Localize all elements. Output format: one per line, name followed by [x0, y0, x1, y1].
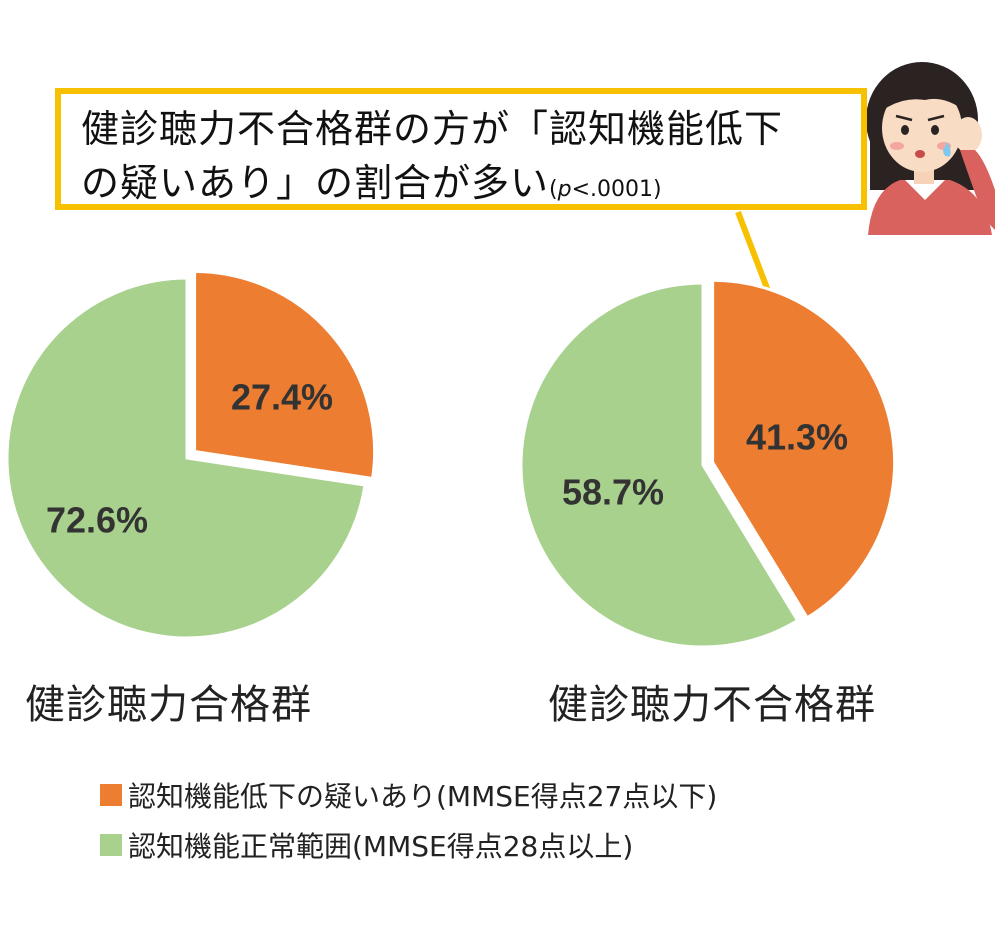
- legend-label-normal: 認知機能正常範囲(MMSE得点28点以上): [128, 830, 634, 863]
- callout-p-value: (p<.0001): [549, 177, 662, 202]
- p-value-symbol: p: [557, 177, 572, 202]
- legend-label-decline: 認知機能低下の疑いあり(MMSE得点27点以下): [128, 780, 718, 813]
- group-label-pass: 健診聴力合格群: [25, 682, 312, 728]
- legend-item-decline: 認知機能低下の疑いあり(MMSE得点27点以下): [100, 770, 717, 820]
- callout-pointer-line: [735, 210, 773, 298]
- person-cupping-ear-icon: [866, 62, 995, 235]
- p-value-rest: <.0001): [571, 177, 662, 202]
- slice-data-label-normal-0: 72.6%: [46, 500, 148, 541]
- callout-line-2-text: の疑いあり」の割合が多い: [81, 161, 550, 205]
- pie-slice-decline-1: [711, 278, 897, 620]
- legend-swatch-green: [100, 834, 122, 856]
- p-value-open-paren: (: [549, 177, 558, 202]
- callout-box: 健診聴力不合格群の方が「認知機能低下 の疑いあり」の割合が多い(p<.0001): [55, 88, 867, 210]
- slice-data-label-decline-0: 27.4%: [231, 377, 333, 418]
- pie-chart-pass-group: 27.4% 72.6%: [5, 269, 377, 640]
- legend-item-normal: 認知機能正常範囲(MMSE得点28点以上): [100, 820, 717, 870]
- pie-chart-fail-group: 41.3% 58.7%: [519, 278, 897, 649]
- slice-data-label-decline-1: 41.3%: [746, 417, 848, 458]
- pie-slice-decline-0: [193, 269, 377, 481]
- pie-slice-normal-0: [5, 276, 367, 640]
- slice-data-label-normal-1: 58.7%: [562, 472, 664, 513]
- callout-line-1: 健診聴力不合格群の方が「認知機能低下: [81, 107, 784, 151]
- legend: 認知機能低下の疑いあり(MMSE得点27点以下) 認知機能正常範囲(MMSE得点…: [100, 770, 717, 870]
- legend-swatch-orange: [100, 784, 122, 806]
- callout-line-2: の疑いあり」の割合が多い(p<.0001): [81, 156, 843, 217]
- group-label-fail: 健診聴力不合格群: [548, 682, 876, 728]
- pie-slice-normal-1: [519, 281, 800, 649]
